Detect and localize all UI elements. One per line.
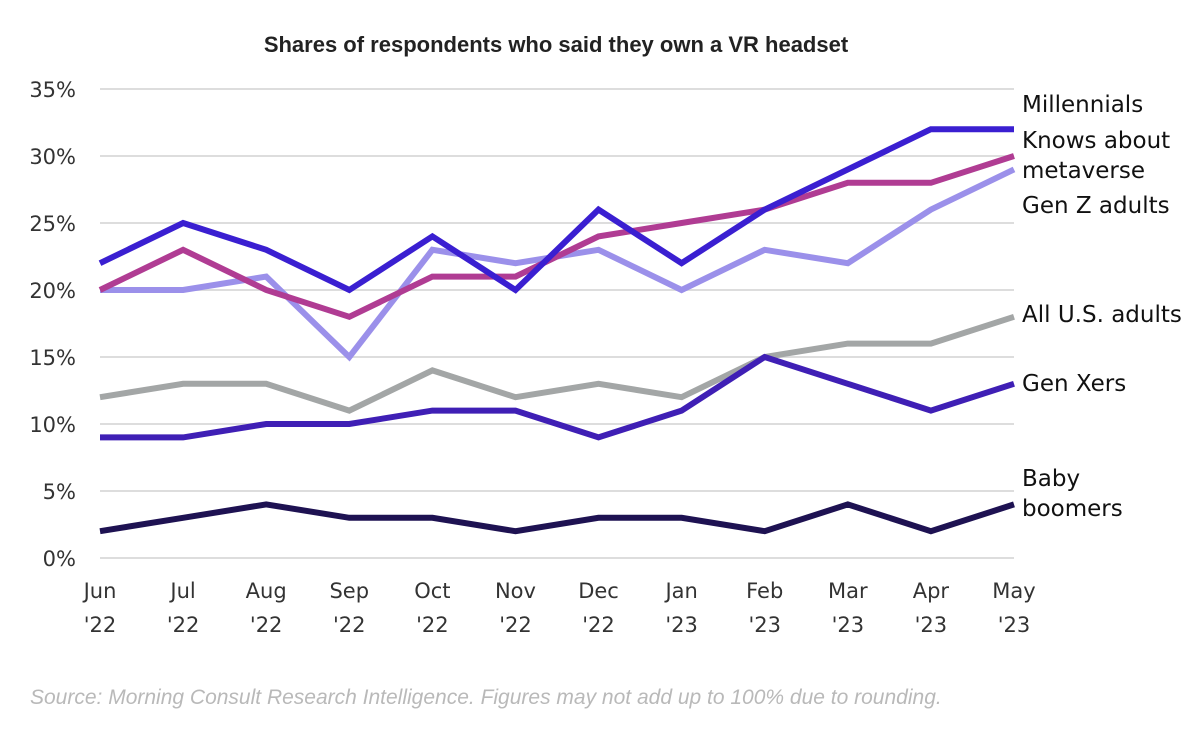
x-tick-label-year: '22	[84, 613, 117, 637]
y-axis-ticks: 0% 5% 10% 15% 20% 25% 30% 35%	[29, 78, 76, 571]
x-tick-label-month: Jan	[663, 579, 697, 603]
legend-label-knows-about-metaverse: metaverse	[1022, 158, 1145, 184]
legend-label-millennials: Millennials	[1022, 92, 1143, 118]
gridlines	[100, 88, 1014, 559]
x-tick-label-year: '22	[167, 613, 200, 637]
x-tick-label-month: Sep	[329, 579, 369, 603]
series-lines	[98, 126, 1016, 535]
legend-label-all-u-s-adults: All U.S. adults	[1022, 302, 1182, 328]
x-tick-label-year: '22	[333, 613, 366, 637]
series-line-baby-boomers	[99, 501, 1015, 535]
legend-label-baby-boomers: boomers	[1022, 496, 1123, 522]
y-tick-label: 20%	[29, 279, 76, 303]
x-tick-label-year: '23	[748, 613, 781, 637]
series-line-knows-about-metaverse	[98, 153, 1015, 321]
legend-label-gen-z-adults: Gen Z adults	[1022, 193, 1170, 219]
x-tick-label-month: May	[992, 579, 1035, 603]
legend-labels: All U.S. adults Baby boomers Gen Xers Gen Z …	[1022, 92, 1182, 522]
legend-label-knows-about-metaverse: Knows about	[1022, 128, 1170, 154]
x-tick-label-month: Feb	[746, 579, 783, 603]
x-tick-label-month: Oct	[414, 579, 450, 603]
x-tick-label-year: '22	[416, 613, 449, 637]
series-line-all-u-s-adults	[99, 313, 1015, 414]
y-tick-label: 5%	[43, 480, 76, 504]
x-tick-label-year: '22	[499, 613, 532, 637]
series-line-gen-xers	[100, 353, 1015, 441]
x-tick-label-month: Jun	[82, 579, 117, 603]
x-tick-label-year: '22	[250, 613, 283, 637]
x-tick-label-year: '23	[998, 613, 1031, 637]
y-tick-label: 0%	[43, 547, 76, 571]
x-tick-label-month: Nov	[495, 579, 536, 603]
x-axis-ticks: Jun '22 Jul '22 Aug '22 Sep '22 Oct '22 Nov '22 Dec '…	[82, 579, 1036, 637]
source-note: Source: Morning Consult Research Intelli…	[30, 686, 942, 709]
x-tick-label-month: Dec	[578, 579, 619, 603]
x-tick-label-month: Jul	[168, 579, 195, 603]
y-tick-label: 10%	[29, 413, 76, 437]
x-tick-label-month: Apr	[913, 579, 950, 603]
y-tick-label: 30%	[29, 145, 76, 169]
x-tick-label-year: '23	[832, 613, 865, 637]
y-tick-label: 15%	[29, 346, 76, 370]
x-tick-label-year: '22	[582, 613, 615, 637]
series-line-gen-z-adults	[100, 166, 1016, 362]
legend-label-gen-xers: Gen Xers	[1022, 371, 1126, 397]
series-line-millennials	[98, 126, 1014, 294]
y-tick-label: 35%	[29, 78, 76, 102]
x-tick-label-year: '23	[665, 613, 698, 637]
legend-label-baby-boomers: Baby	[1022, 466, 1080, 492]
y-tick-label: 25%	[29, 212, 76, 236]
x-tick-label-year: '23	[915, 613, 948, 637]
x-tick-label-month: Mar	[828, 579, 868, 603]
chart-title: Shares of respondents who said they own …	[264, 32, 849, 57]
x-tick-label-month: Aug	[246, 579, 287, 603]
